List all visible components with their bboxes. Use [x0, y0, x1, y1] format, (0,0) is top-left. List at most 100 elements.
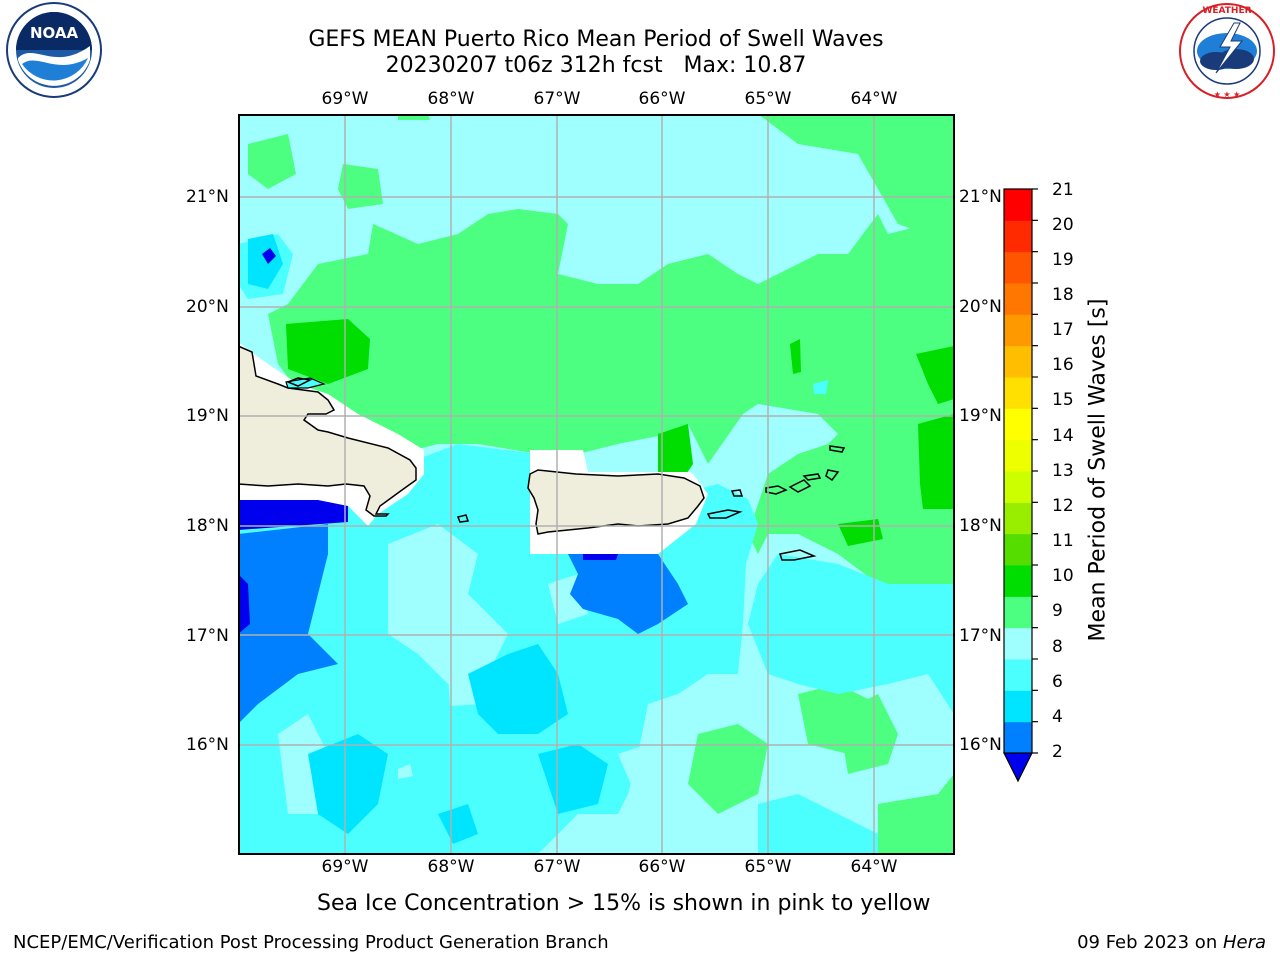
lat-label-right-17n: 17°N — [959, 626, 1002, 646]
colorbar-segment — [1004, 659, 1032, 691]
lat-label-left-21n: 21°N — [186, 187, 229, 207]
virgin-gorda-island — [825, 469, 840, 482]
cb-tick-12: 12 — [1052, 496, 1074, 516]
cb-tick-18: 18 — [1052, 285, 1074, 305]
cb-tick-16: 16 — [1052, 355, 1074, 375]
lon-label-bottom-65w: 65°W — [744, 857, 792, 877]
colorbar-segment — [1004, 439, 1032, 472]
swell-period-map — [238, 114, 955, 855]
field-below-2-regions — [238, 248, 618, 634]
anegada-island — [829, 445, 846, 453]
lat-label-right-18n: 18°N — [959, 516, 1002, 536]
footer-branch: NCEP/EMC/Verification Post Processing Pr… — [13, 932, 609, 953]
colorbar-segment — [1004, 502, 1032, 535]
st-thomas-island — [765, 485, 788, 495]
cb-tick-6: 6 — [1052, 672, 1063, 692]
hispaniola-land — [238, 345, 417, 517]
sea-ice-note: Sea Ice Concentration > 15% is shown in … — [317, 891, 931, 916]
colorbar-segment — [1004, 471, 1032, 503]
lon-label-bottom-69w: 69°W — [321, 857, 369, 877]
cb-tick-4: 4 — [1052, 707, 1063, 727]
lat-label-right-21n: 21°N — [959, 187, 1002, 207]
colorbar-segment — [1004, 721, 1032, 754]
lon-label-bottom-68w: 68°W — [427, 857, 475, 877]
field-10-11-regions — [286, 319, 954, 546]
footer-date-text: 09 Feb 2023 on — [1077, 932, 1223, 953]
colorbar-segment — [1004, 251, 1032, 284]
lon-label-bottom-64w: 64°W — [850, 857, 898, 877]
noaa-logo-text: NOAA — [30, 24, 79, 42]
noaa-logo: NOAA — [4, 2, 104, 102]
colorbar-segments — [1003, 188, 1033, 783]
cb-tick-10: 10 — [1052, 566, 1074, 586]
st-croix-island — [779, 549, 817, 561]
colorbar-segment — [1004, 189, 1032, 221]
lat-label-left-20n: 20°N — [186, 297, 229, 317]
lat-label-right-16n: 16°N — [959, 735, 1002, 755]
colorbar-segment — [1004, 283, 1032, 315]
lat-label-left-17n: 17°N — [186, 626, 229, 646]
lon-label-top-67w: 67°W — [533, 89, 581, 109]
footer-date: 09 Feb 2023 on Hera — [1077, 932, 1266, 953]
saona-outline — [285, 377, 313, 387]
lon-label-top-65w: 65°W — [744, 89, 792, 109]
colorbar-segment — [1004, 377, 1032, 409]
cb-tick-8: 8 — [1052, 637, 1063, 657]
cb-tick-21: 21 — [1052, 180, 1074, 200]
colorbar-segment — [1004, 565, 1032, 597]
colorbar-tick-marks — [1032, 188, 1038, 754]
noaa-logo-icon: NOAA — [6, 2, 102, 98]
cb-tick-13: 13 — [1052, 461, 1074, 481]
footer-host: Hera — [1222, 932, 1266, 953]
colorbar-segment — [1004, 314, 1032, 347]
colorbar-segment — [1004, 345, 1032, 378]
mona-island — [456, 514, 470, 523]
tortola-island — [802, 473, 822, 481]
map-gridlines — [238, 114, 954, 854]
cb-tick-14: 14 — [1052, 426, 1074, 446]
colorbar-segment — [1004, 690, 1032, 723]
lat-label-left-18n: 18°N — [186, 516, 229, 536]
lat-label-left-16n: 16°N — [186, 735, 229, 755]
lat-label-right-20n: 20°N — [959, 297, 1002, 317]
nws-logo-icon: WEATHER ★ ★ ★ — [1179, 3, 1275, 99]
map-title: GEFS MEAN Puerto Rico Mean Period of Swe… — [0, 27, 1192, 79]
colorbar-segment — [1004, 408, 1032, 441]
st-john-island — [788, 479, 812, 493]
svg-text:★ ★ ★: ★ ★ ★ — [1214, 90, 1241, 99]
field-2-4-regions — [238, 524, 688, 724]
nws-logo: WEATHER ★ ★ ★ — [1176, 1, 1278, 101]
colorbar-segment — [1004, 533, 1032, 566]
lon-label-top-68w: 68°W — [427, 89, 475, 109]
cb-tick-15: 15 — [1052, 390, 1074, 410]
small-islands — [285, 377, 846, 561]
field-9-10-regions — [248, 114, 954, 854]
lon-label-bottom-67w: 67°W — [533, 857, 581, 877]
cb-tick-20: 20 — [1052, 215, 1074, 235]
cb-tick-17: 17 — [1052, 320, 1074, 340]
svg-text:WEATHER: WEATHER — [1202, 6, 1251, 16]
title-line-1: GEFS MEAN Puerto Rico Mean Period of Swe… — [308, 27, 884, 52]
title-line-2: 20230207 t06z 312h fcst Max: 10.87 — [385, 53, 807, 78]
colorbar-segment — [1004, 596, 1032, 629]
colorbar-segment — [1004, 220, 1032, 253]
cb-tick-19: 19 — [1052, 250, 1074, 270]
cb-tick-2: 2 — [1052, 742, 1063, 762]
cb-tick-11: 11 — [1052, 531, 1074, 551]
cb-tick-9: 9 — [1052, 601, 1063, 621]
colorbar-axis-label: Mean Period of Swell Waves [s] — [1085, 298, 1111, 642]
culebra-island — [730, 489, 744, 497]
colorbar-segment — [1004, 627, 1032, 660]
puerto-rico-land — [527, 469, 705, 535]
lat-label-right-19n: 19°N — [959, 406, 1002, 426]
vieques-island — [706, 509, 743, 519]
map-frame — [238, 114, 955, 855]
lon-label-top-69w: 69°W — [321, 89, 369, 109]
lon-label-top-64w: 64°W — [850, 89, 898, 109]
field-4-6-regions — [248, 234, 608, 844]
lat-label-left-19n: 19°N — [186, 406, 229, 426]
lon-label-top-66w: 66°W — [638, 89, 686, 109]
lon-label-bottom-66w: 66°W — [638, 857, 686, 877]
colorbar — [1003, 188, 1038, 783]
colorbar-extend-triangle — [1003, 752, 1033, 783]
